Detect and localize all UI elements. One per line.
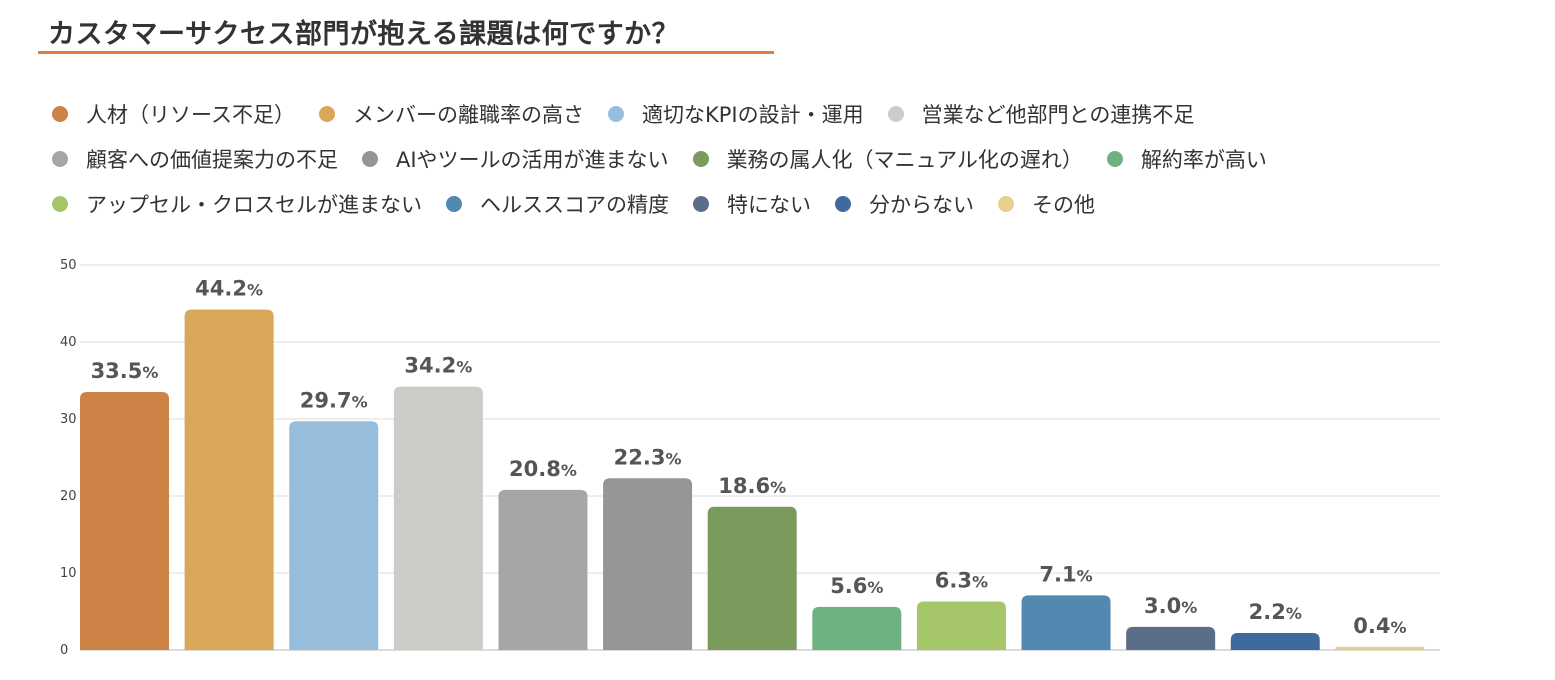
data-label: 33.5% <box>91 359 159 383</box>
legend-item: 営業など他部門との連携不足 <box>887 98 1195 130</box>
bar <box>916 601 1006 650</box>
bar <box>289 421 379 650</box>
legend-label: AIやツールの活用が進まない <box>396 148 669 172</box>
legend-swatch <box>446 196 462 212</box>
legend-swatch <box>52 106 68 122</box>
bar <box>393 386 483 650</box>
legend-label: その他 <box>1032 193 1095 217</box>
y-tick-label: 10 <box>60 566 77 581</box>
legend-label: 解約率が高い <box>1140 148 1267 172</box>
legend-label: ヘルススコアの精度 <box>480 193 669 217</box>
data-label: 18.6% <box>718 474 786 498</box>
legend-swatch <box>998 196 1014 212</box>
legend-label: アップセル・クロスセルが進まない <box>86 193 422 217</box>
legend-swatch <box>835 196 851 212</box>
legend-item: AIやツールの活用が進まない <box>362 143 669 175</box>
y-tick-label: 50 <box>60 258 77 273</box>
legend-swatch <box>692 151 709 167</box>
chart-title: カスタマーサクセス部門が抱える課題は何ですか？ <box>48 19 680 50</box>
legend-label: 特にない <box>727 193 811 217</box>
legend-label: 人材（リソース不足） <box>86 103 295 127</box>
legend-swatch <box>887 106 904 122</box>
legend-swatch <box>607 106 624 122</box>
data-label: 20.8% <box>509 457 577 481</box>
legend-swatch <box>362 151 378 167</box>
legend-item: 解約率が高い <box>1106 143 1267 175</box>
legend-label: 業務の属人化（マニュアル化の遅れ） <box>726 148 1083 172</box>
legend-item: その他 <box>998 188 1095 220</box>
legend-swatch <box>318 106 335 122</box>
data-label: 2.2% <box>1249 600 1302 624</box>
bar <box>498 489 588 650</box>
legend-item: 分からない <box>835 188 974 220</box>
data-label: 3.0% <box>1144 594 1197 618</box>
legend-swatch <box>52 151 68 167</box>
bar <box>1230 633 1320 650</box>
y-tick-label: 0 <box>60 643 68 658</box>
data-label: 44.2% <box>195 277 263 301</box>
data-label: 0.4% <box>1353 614 1406 638</box>
legend-item: 特にない <box>693 188 811 220</box>
legend-item: 人材（リソース不足） <box>52 98 295 130</box>
y-tick-label: 30 <box>60 412 77 427</box>
legend-item: 業務の属人化（マニュアル化の遅れ） <box>692 143 1083 175</box>
legend-item: アップセル・クロスセルが進まない <box>52 188 422 220</box>
legend: 人材（リソース不足） メンバーの離職率の高さ 適切なKPIの設計・運用 営業など他部門… <box>52 98 1442 220</box>
data-label: 7.1% <box>1039 562 1092 586</box>
data-label: 34.2% <box>404 354 472 378</box>
data-label: 6.3% <box>935 568 988 592</box>
y-tick-label: 40 <box>60 335 77 350</box>
legend-swatch <box>1106 151 1123 167</box>
data-label: 29.7% <box>300 388 368 412</box>
data-label: 5.6% <box>830 574 883 598</box>
bar <box>707 506 797 650</box>
legend-label: 営業など他部門との連携不足 <box>921 103 1195 127</box>
legend-label: 分からない <box>869 193 974 217</box>
bar <box>1335 646 1425 650</box>
legend-item: 適切なKPIの設計・運用 <box>607 98 864 130</box>
bar <box>812 606 902 650</box>
legend-label: 適切なKPIの設計・運用 <box>641 103 864 127</box>
bar <box>80 392 169 650</box>
bar <box>603 478 693 650</box>
data-label: 22.3% <box>614 445 682 469</box>
legend-swatch <box>52 196 68 212</box>
legend-swatch <box>693 196 709 212</box>
bar <box>184 309 274 650</box>
title-underline: カスタマーサクセス部門が抱える課題は何ですか？ <box>38 8 774 54</box>
y-tick-label: 20 <box>60 489 77 504</box>
legend-label: メンバーの離職率の高さ <box>352 103 584 127</box>
legend-item: ヘルススコアの精度 <box>446 188 669 220</box>
bar <box>1126 626 1216 650</box>
legend-item: 顧客への価値提案力の不足 <box>52 143 338 175</box>
bar <box>1021 595 1111 650</box>
legend-item: メンバーの離職率の高さ <box>318 98 584 130</box>
legend-label: 顧客への価値提案力の不足 <box>86 148 338 172</box>
